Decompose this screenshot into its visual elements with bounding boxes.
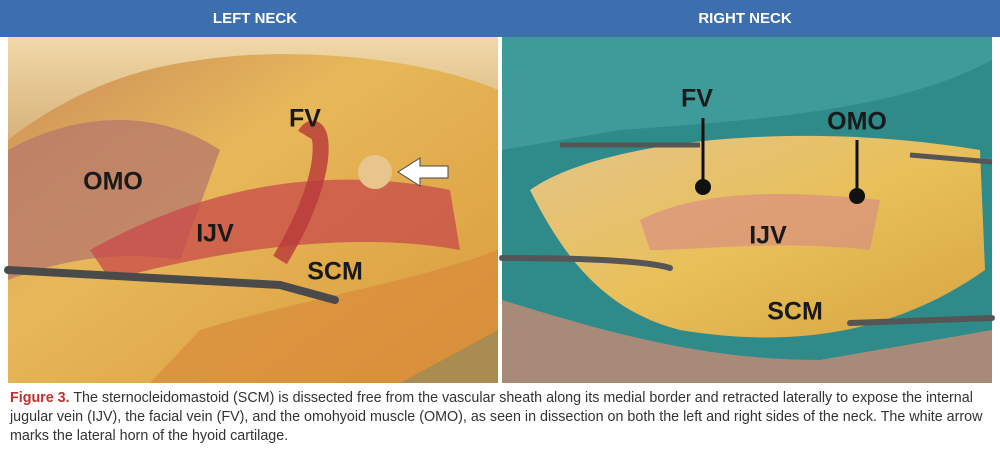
structure-label: SCM	[307, 258, 363, 286]
header-bar	[0, 0, 1000, 37]
panel-title: RIGHT NECK	[698, 10, 792, 27]
structure-label: FV	[681, 85, 713, 113]
figure: LEFT NECK RIGHT NECK OMO FV IJV SCM FV O…	[0, 0, 1000, 383]
structure-label: OMO	[827, 108, 887, 136]
caption: Figure 3. The sternocleidomastoid (SCM) …	[10, 389, 992, 446]
left-photo: OMO FV IJV SCM	[4, 37, 498, 383]
structure-label: IJV	[749, 222, 787, 250]
structure-label: IJV	[196, 220, 234, 248]
caption-text: The sternocleidomastoid (SCM) is dissect…	[10, 390, 983, 444]
structure-label: OMO	[83, 168, 143, 196]
right-photo: FV OMO IJV SCM	[499, 37, 995, 383]
structure-label: FV	[289, 105, 321, 133]
structure-label: SCM	[767, 298, 823, 326]
panel-title: LEFT NECK	[213, 10, 297, 27]
caption-label: Figure 3.	[10, 390, 70, 406]
